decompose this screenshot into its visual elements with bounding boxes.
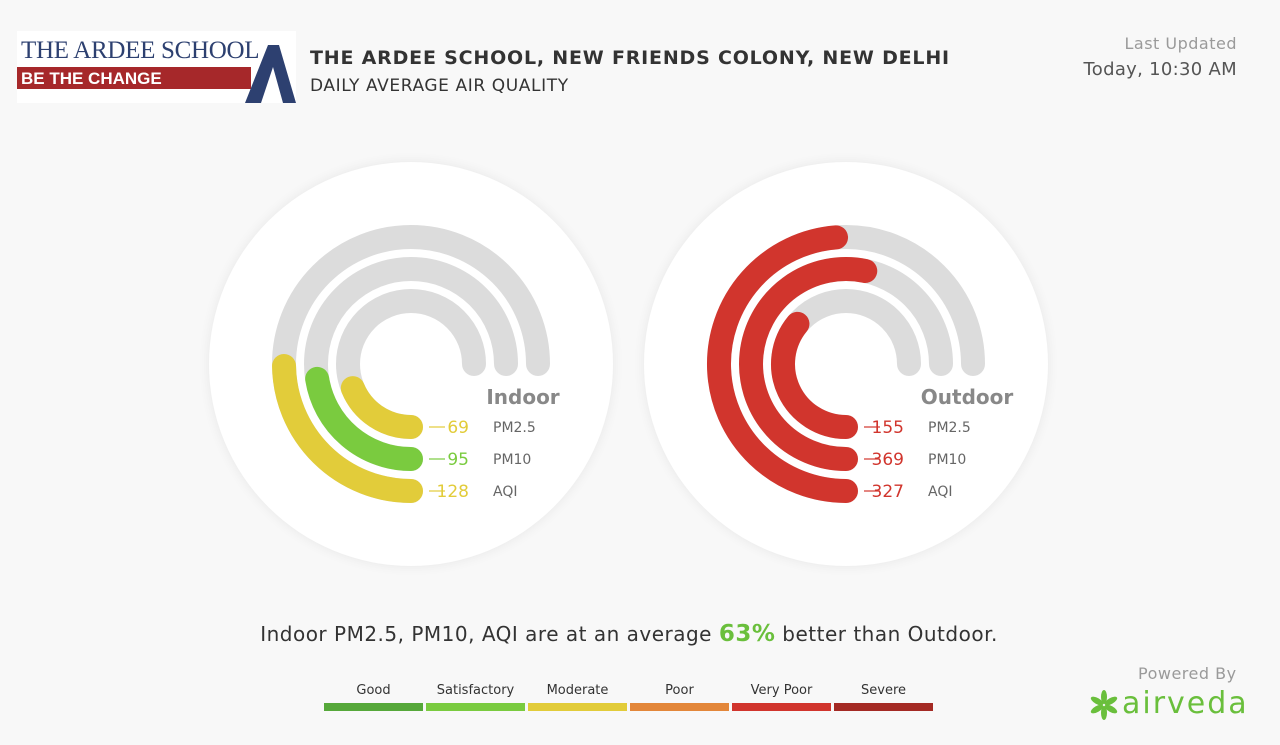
gauge-ring-pm25	[771, 311, 858, 439]
legend-swatch	[324, 703, 423, 711]
gauge-title: Indoor	[486, 385, 559, 409]
gauge-metric-label: AQI	[928, 484, 952, 500]
gauge-metric-label: PM2.5	[928, 420, 971, 436]
pinwheel-icon	[1090, 690, 1118, 720]
legend-item-poor: Poor	[630, 683, 729, 711]
indoor-rings	[272, 225, 550, 503]
legend-swatch	[426, 703, 525, 711]
legend-label: Satisfactory	[436, 683, 515, 698]
legend-item-very-poor: Very Poor	[732, 683, 831, 711]
school-logo: THE ARDEE SCHOOL BE THE CHANGE	[17, 31, 296, 103]
last-updated-label: Last Updated	[1124, 34, 1237, 53]
outdoor-gauge-chart: Outdoor 155 PM2.5 369 PM10 327 AQI	[707, 225, 1014, 503]
logo-tagline: BE THE CHANGE	[21, 69, 162, 88]
indoor-gauge: Indoor 69 PM2.5 95 PM10 128 AQI	[209, 162, 613, 566]
gauge-ring-pm10	[305, 366, 423, 471]
gauge-ring-aqi	[707, 225, 858, 503]
page-subtitle: DAILY AVERAGE AIR QUALITY	[310, 76, 569, 96]
gauge-metric-label: PM10	[493, 452, 531, 468]
summary-prefix: Indoor PM2.5, PM10, AQI are at an averag…	[260, 622, 712, 646]
legend-item-good: Good	[324, 683, 423, 711]
gauge-metric-label: AQI	[493, 484, 517, 500]
legend-item-moderate: Moderate	[528, 683, 627, 711]
legend-swatch	[630, 703, 729, 711]
gauge-value-aqi: 327	[872, 482, 904, 502]
legend-item-severe: Severe	[834, 683, 933, 711]
powered-by-label: Powered By	[1138, 664, 1237, 683]
summary-suffix: better than Outdoor.	[782, 622, 998, 646]
legend-label: Good	[356, 683, 391, 698]
gauge-value-aqi: 128	[437, 482, 469, 502]
gauge-value-pm10: 369	[872, 450, 904, 470]
legend-swatch	[732, 703, 831, 711]
legend-label: Moderate	[546, 683, 609, 698]
comparison-summary: Indoor PM2.5, PM10, AQI are at an averag…	[0, 621, 1258, 647]
gauge-metric-label: PM10	[928, 452, 966, 468]
gauge-metric-label: PM2.5	[493, 420, 536, 436]
legend-label: Very Poor	[750, 683, 813, 698]
outdoor-gauge: Outdoor 155 PM2.5 369 PM10 327 AQI	[644, 162, 1048, 566]
gauge-ring-pm10	[739, 257, 878, 471]
indoor-gauge-chart: Indoor 69 PM2.5 95 PM10 128 AQI	[272, 225, 560, 503]
last-updated-value: Today, 10:30 AM	[1083, 59, 1237, 80]
brand-name: airveda	[1122, 686, 1249, 721]
outdoor-labels: 155 PM2.5 369 PM10 327 AQI	[864, 418, 971, 502]
legend-swatch	[528, 703, 627, 711]
gauge-title: Outdoor	[921, 385, 1014, 409]
legend-swatch	[834, 703, 933, 711]
gauge-ring-aqi	[272, 353, 423, 503]
logo-tagline-bar	[17, 67, 251, 89]
indoor-labels: 69 PM2.5 95 PM10 128 AQI	[429, 418, 536, 502]
gauge-value-pm25: 69	[447, 418, 469, 438]
logo-a-mark-icon	[245, 45, 296, 103]
gauge-ring-pm25	[340, 376, 423, 439]
page-title: THE ARDEE SCHOOL, NEW FRIENDS COLONY, NE…	[310, 47, 950, 69]
summary-percentage: 63%	[718, 621, 776, 647]
gauge-value-pm10: 95	[447, 450, 469, 470]
legend-label: Severe	[861, 683, 906, 698]
logo-name: THE ARDEE SCHOOL	[21, 37, 260, 64]
legend-item-satisfactory: Satisfactory	[426, 683, 525, 711]
legend-label: Poor	[665, 683, 694, 698]
outdoor-rings	[707, 225, 985, 503]
gauge-value-pm25: 155	[872, 418, 904, 438]
